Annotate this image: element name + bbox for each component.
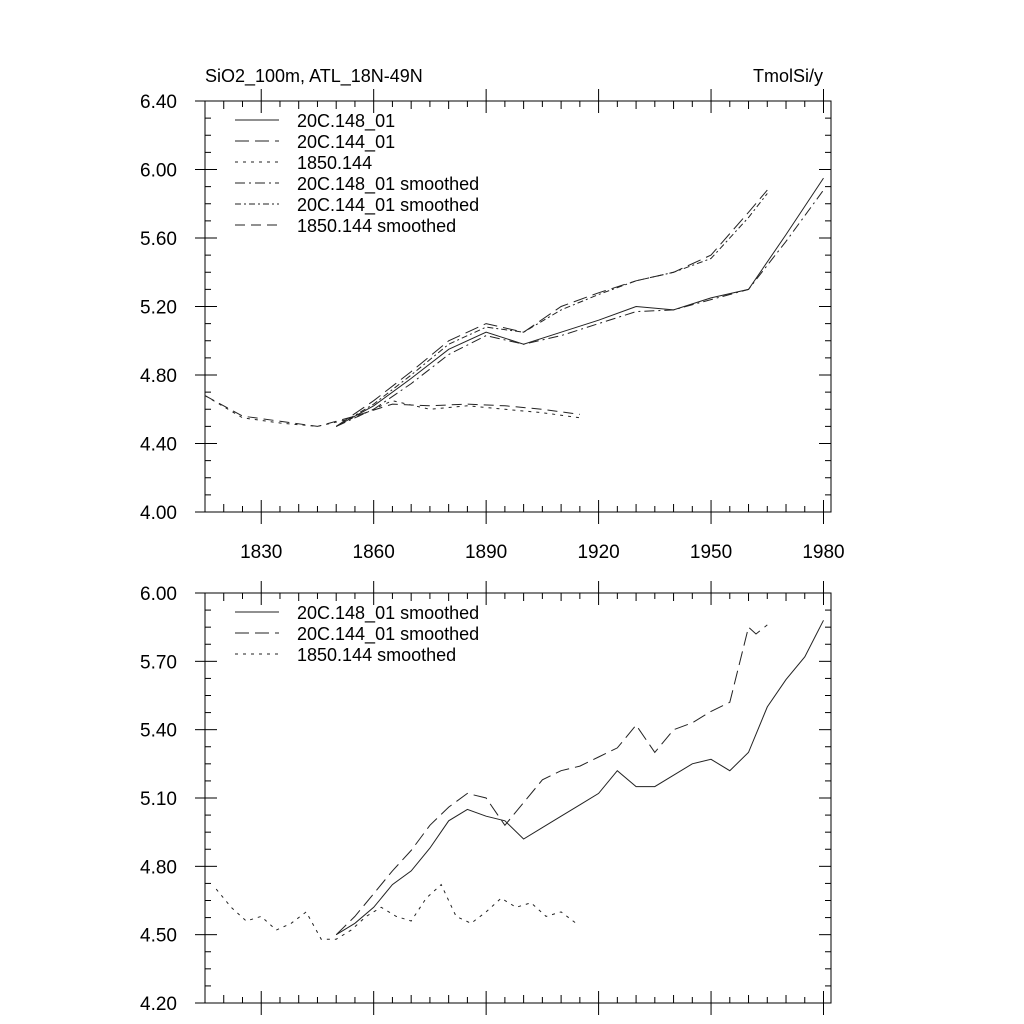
series-line-2 [335,624,768,936]
top-panel: SiO2_100m, ATL_18N-49N TmolSi/y 4.00 4.40… [140,66,845,563]
legend-label: 20C.148_01 smoothed [297,174,479,195]
top-series-group [204,177,824,427]
series-line-3 [215,883,577,940]
y-tick-label: 6.00 [140,161,177,182]
top-ticks: 4.00 4.40 4.80 5.20 5.60 6.00 6.40 1830 1860 1890… [140,89,845,563]
legend-label: 20C.144_01 [297,132,395,153]
series-line-6 [204,395,580,427]
series-line-5 [335,193,768,427]
y-tick-label: 5.60 [140,229,177,250]
legend-label: 20C.144_01 smoothed [297,195,479,216]
legend-label: 20C.148_01 smoothed [297,603,479,624]
x-tick-label: 1830 [240,542,282,563]
series-line-3 [204,395,580,427]
x-tick-label: 1890 [465,542,507,563]
legend-label: 1850.144 [297,153,372,173]
series-line-2 [335,189,768,427]
bottom-panel: 4.20 4.50 4.80 5.10 5.40 5.70 6.00 20C.148_01 … [140,581,832,1015]
y-tick-label: 4.00 [140,503,177,524]
x-tick-label: 1980 [802,542,844,563]
y-tick-label: 4.40 [140,435,177,456]
y-tick-label: 4.50 [140,926,177,947]
series-line-1 [335,620,824,936]
series-line-4 [335,189,824,427]
legend-label: 20C.144_01 smoothed [297,624,479,645]
top-units: TmolSi/y [753,66,823,86]
y-tick-label: 4.80 [140,857,177,878]
y-tick-label: 5.40 [140,721,177,742]
y-tick-label: 5.70 [140,652,177,673]
bottom-series-group [215,620,824,940]
y-tick-label: 4.20 [140,994,177,1015]
x-tick-label: 1860 [353,542,395,563]
x-tick-label: 1920 [577,542,619,563]
y-tick-label: 5.10 [140,789,177,810]
y-tick-label: 6.40 [140,92,177,113]
top-title: SiO2_100m, ATL_18N-49N [205,66,423,87]
y-tick-label: 5.20 [140,298,177,319]
y-tick-label: 6.00 [140,584,177,605]
legend-label: 1850.144 smoothed [297,216,456,236]
y-tick-label: 4.80 [140,366,177,387]
legend-label: 1850.144 smoothed [297,645,456,665]
legend-label: 20C.148_01 [297,111,395,132]
x-tick-label: 1950 [690,542,732,563]
bottom-ticks: 4.20 4.50 4.80 5.10 5.40 5.70 6.00 [140,581,831,1015]
